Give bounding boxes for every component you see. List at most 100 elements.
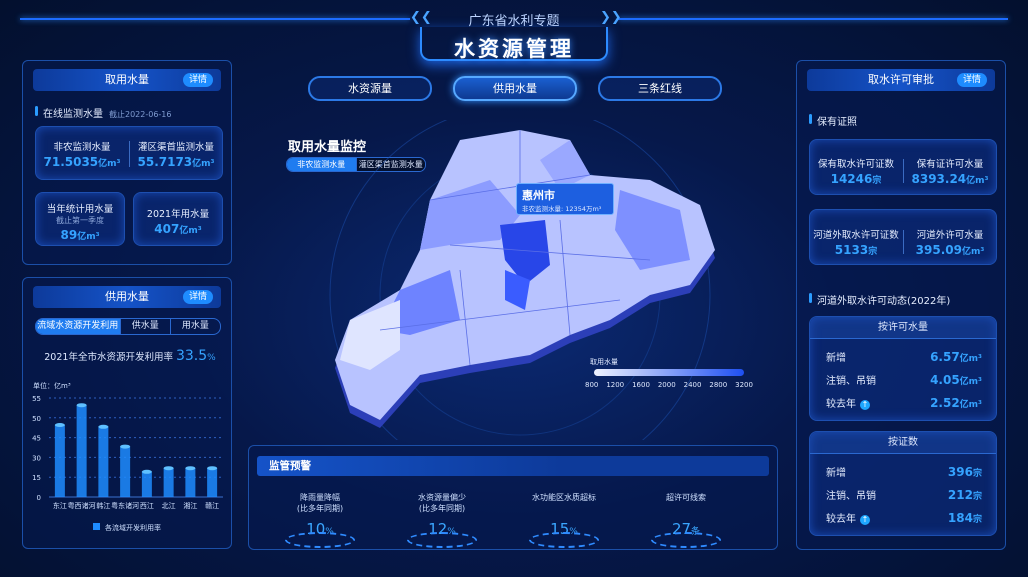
legend-title: 取用水量 — [590, 358, 618, 366]
stat-permit-count: 保有取水许可证数 14246宗 — [817, 159, 894, 186]
arrow-up-icon: ↑ — [860, 515, 870, 525]
stat-card-2021 — [133, 192, 223, 246]
map-toggle: 非农监测水量 灌区渠首监测水量 — [286, 157, 426, 172]
card-title: 按许可水量 — [810, 317, 996, 339]
x-tick-label: 西江 — [140, 502, 154, 510]
x-tick-label: 北江 — [162, 502, 176, 510]
legend-tick: 2800 — [709, 381, 728, 389]
bar-cap — [54, 423, 65, 427]
legend-tick: 2400 — [683, 381, 702, 389]
bar[interactable] — [185, 468, 196, 497]
header-subtitle: 广东省水利专题 — [468, 14, 560, 29]
legend-label: 各流域开发利用率 — [105, 523, 161, 532]
legend-tick: 1200 — [606, 381, 625, 389]
tooltip-value: 非农监测水量: 12354万m³ — [522, 205, 602, 213]
map-region[interactable] — [505, 270, 530, 310]
header-line-left — [20, 18, 410, 20]
detail-button[interactable]: 详情 — [956, 73, 987, 87]
ring-decoration — [407, 532, 477, 548]
stat-permit-volume: 保有证许可水量 8393.24亿m³ — [911, 159, 989, 186]
tab-use[interactable]: 用水量 — [181, 321, 209, 331]
warning-item: 水功能区水质超标 15% — [514, 492, 614, 548]
legend-tick: 1600 — [632, 381, 650, 389]
dynamics-row: 注销、吊销 212宗 — [826, 488, 982, 502]
supply-use-panel: 供用水量 详情 流域水资源开发利用 供水量 用水量 2021年全市水资源开发利用率… — [22, 277, 232, 549]
toggle-irrigation[interactable]: 灌区渠首监测水量 — [356, 158, 425, 171]
detail-button[interactable]: 详情 — [182, 290, 213, 304]
section-title: 在线监测水量 截止2022-06-16 — [35, 105, 172, 120]
bar-cap — [141, 469, 152, 474]
y-tick-label: 15 — [32, 474, 41, 482]
cert-card-1 — [809, 139, 997, 195]
stat-card-current — [35, 192, 125, 246]
chevron-right-icon: ❯❯ — [600, 10, 622, 25]
y-tick-label: 45 — [32, 435, 41, 443]
panel-title: 取用水量 — [105, 73, 149, 86]
section-label: 在线监测水量 — [43, 109, 103, 120]
warning-item: 降雨量降幅 (比多年同期) 10% — [270, 492, 370, 548]
bar[interactable] — [141, 471, 152, 497]
map-region[interactable] — [615, 190, 690, 270]
chevron-left-icon: ❮❮ — [410, 10, 432, 25]
x-tick-label: 粤东诸河 — [111, 501, 139, 510]
basin-bar-chart: 单位：亿m³ 0 15 30 45 50 55 东江 粤西诸河 韩江 粤东诸河 西江 北江 湘江 赣江各流域… — [32, 381, 223, 532]
dynamics-row: 新增 6.57亿m³ — [826, 350, 982, 364]
arrow-up-icon: ↑ — [860, 400, 870, 410]
x-tick-label: 湘江 — [183, 501, 197, 510]
warning-title: 监管预警 — [257, 456, 769, 476]
stat-offchannel-volume: 河道外许可水量 395.09亿m³ — [915, 230, 985, 257]
legend-tick: 3200 — [735, 381, 753, 389]
toggle-nonagri[interactable]: 非农监测水量 — [287, 158, 357, 171]
tab-three-red-lines[interactable]: 三条红线 — [598, 76, 722, 101]
dynamics-row: 新增 396宗 — [826, 465, 982, 479]
dynamics-row: 注销、吊销 4.05亿m³ — [826, 373, 982, 387]
guangdong-map — [329, 120, 715, 440]
tab-water-supply-use[interactable]: 供用水量 — [453, 76, 577, 101]
bar[interactable] — [76, 405, 87, 497]
map-title: 取用水量监控 — [288, 140, 367, 155]
bar[interactable] — [120, 446, 131, 497]
water-intake-panel: 取用水量 详情 在线监测水量 截止2022-06-16 非农监测水量 71.5035亿… — [22, 60, 232, 265]
ring-decoration — [285, 532, 355, 548]
section-certificates: 保有证照 — [809, 113, 857, 128]
legend-swatch — [93, 523, 100, 530]
panel-title: 取水许可审批 — [868, 73, 934, 86]
section-dynamics: 河道外取水许可动态(2022年) — [809, 292, 950, 307]
utilization-rate: 2021年全市水资源开发利用率 33.5% — [44, 348, 216, 364]
y-tick-label: 50 — [32, 415, 41, 423]
header-line-right — [618, 18, 1008, 20]
x-tick-label: 东江 — [53, 501, 67, 510]
stat-irrigation: 灌区渠首监测水量 55.7173亿m³ — [137, 142, 215, 169]
bar[interactable] — [163, 468, 174, 497]
map-region[interactable] — [500, 220, 550, 285]
section-date: 截止2022-06-16 — [109, 110, 172, 119]
stat-current-year: 当年统计用水量 截止第一季度 89亿m³ — [46, 204, 114, 242]
volume-dynamics-card: 按许可水量 新增 6.57亿m³ 注销、吊销 4.05亿m³ 较去年 ↑ 2.52亿m³ — [809, 316, 997, 421]
bar-cap — [120, 444, 131, 449]
bar-cap — [76, 403, 87, 408]
map-region[interactable] — [340, 300, 400, 370]
map-region[interactable] — [540, 140, 590, 190]
y-tick-label: 30 — [32, 454, 41, 462]
map-tooltip: 惠州市 非农监测水量: 12354万m³ — [516, 183, 614, 215]
bar-cap — [207, 466, 218, 471]
legend-tick: 2000 — [657, 381, 676, 389]
warning-item: 超许可线索 27条 — [636, 492, 736, 548]
tab-basin-use[interactable]: 流域水资源开发利用 — [36, 319, 121, 334]
dynamics-row: 较去年 ↑ 184宗 — [826, 511, 982, 525]
bar[interactable] — [207, 468, 218, 497]
card-title: 按证数 — [810, 432, 996, 454]
bar[interactable] — [98, 426, 109, 497]
header: ❮❮ ❯❯ 广东省水利专题 水资源管理 — [0, 0, 1028, 61]
tab-water-resources[interactable]: 水资源量 — [308, 76, 432, 101]
tooltip-city: 惠州市 — [522, 189, 555, 202]
permit-panel: 取水许可审批 详情 保有证照 保有取水许可证数 14246宗 保有证许可水量 8393… — [796, 60, 1006, 550]
bar[interactable] — [54, 425, 65, 497]
legend-ticks: 800 1200 1600 2000 2400 2800 3200 — [585, 381, 753, 389]
detail-button[interactable]: 详情 — [182, 73, 213, 87]
page-title: 水资源管理 — [454, 37, 574, 61]
tab-supply[interactable]: 供水量 — [121, 319, 171, 334]
y-tick-label: 0 — [37, 494, 41, 502]
warning-item: 水资源量偏少 (比多年同期) 12% — [392, 492, 492, 548]
supply-tabs: 流域水资源开发利用 供水量 用水量 — [35, 318, 221, 335]
